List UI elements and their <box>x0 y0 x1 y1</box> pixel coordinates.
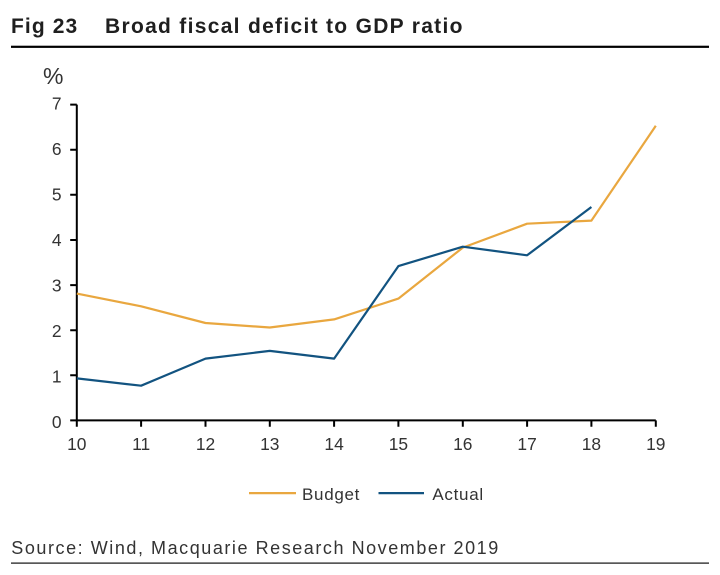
svg-text:19: 19 <box>646 434 665 454</box>
svg-text:7: 7 <box>52 94 62 114</box>
svg-text:2: 2 <box>52 321 62 341</box>
svg-text:17: 17 <box>517 434 536 454</box>
svg-text:Actual: Actual <box>432 485 483 504</box>
svg-text:Broad fiscal deficit to GDP ra: Broad fiscal deficit to GDP ratio <box>105 15 464 38</box>
svg-text:4: 4 <box>52 230 62 250</box>
svg-text:Budget: Budget <box>302 485 360 504</box>
svg-text:%: % <box>43 63 63 89</box>
svg-text:Fig 23: Fig 23 <box>11 15 78 38</box>
svg-text:Source: Wind, Macquarie Resear: Source: Wind, Macquarie Research Novembe… <box>11 538 500 558</box>
svg-text:10: 10 <box>67 434 86 454</box>
svg-text:18: 18 <box>582 434 601 454</box>
svg-text:16: 16 <box>453 434 472 454</box>
svg-text:6: 6 <box>52 139 62 159</box>
svg-text:5: 5 <box>52 185 62 205</box>
svg-text:14: 14 <box>324 434 344 454</box>
svg-text:3: 3 <box>52 275 62 295</box>
svg-text:11: 11 <box>132 434 150 454</box>
svg-text:15: 15 <box>389 434 408 454</box>
svg-text:1: 1 <box>52 366 62 386</box>
svg-text:0: 0 <box>52 412 62 432</box>
svg-text:13: 13 <box>260 434 279 454</box>
svg-text:12: 12 <box>196 434 215 454</box>
